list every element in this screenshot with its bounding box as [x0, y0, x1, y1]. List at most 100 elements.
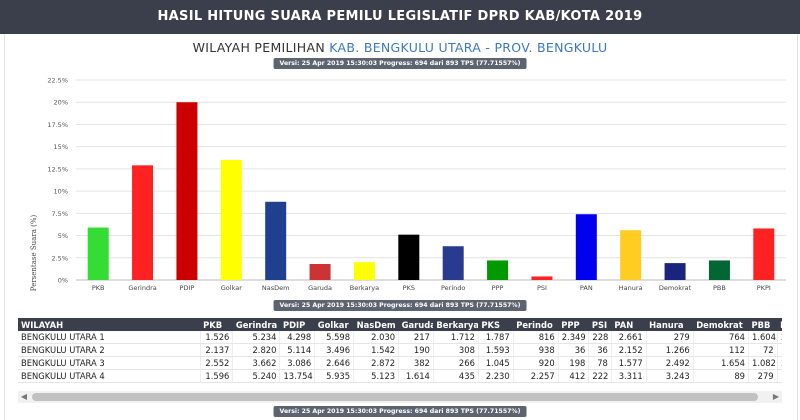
version-badge-top: Versi: 25 Apr 2019 15:30:03 Progress: 69… [273, 58, 527, 69]
bar-perindo [442, 246, 464, 280]
column-header-pan: PAN [611, 318, 647, 331]
table-cell-votes: 412 [557, 369, 589, 383]
table-cell-votes: 2.872 [353, 356, 399, 370]
results-table-container[interactable]: WILAYAH PKB Gerindra PDIP Golkar NasDem Garuda… [18, 318, 782, 386]
bar-pbb [708, 260, 730, 280]
column-header-garuda: Garuda [398, 318, 434, 331]
table-cell-votes: 72 [747, 343, 778, 357]
x-tick-label: Demokrat [659, 284, 692, 292]
bar-nasdem [265, 201, 287, 280]
table-cell-votes: 764 [692, 331, 749, 344]
table-cell-region: BENGKULU UTARA 4 [18, 369, 201, 383]
table-cell-votes: 5.234 [232, 331, 280, 344]
column-header-pks: PKS [478, 318, 514, 331]
column-header-pkb: PKB [200, 318, 233, 331]
column-header-pbb: PBB [748, 318, 778, 331]
table-cell-votes: 2.661 [610, 331, 647, 344]
page-title: HASIL HITUNG SUARA PEMILU LEGISLATIF DPR… [157, 9, 643, 24]
table-cell-votes: 279 [747, 369, 778, 383]
column-header-gerindra: Gerindra [232, 318, 280, 331]
table-cell-votes: 3.086 [279, 356, 315, 370]
table-header-row: WILAYAH PKB Gerindra PDIP Golkar NasDem Garuda… [18, 318, 782, 331]
chart-title-prefix: WILAYAH PEMILIHAN [192, 40, 325, 55]
table-cell-votes: 266 [432, 356, 479, 370]
table-cell-votes: 5.598 [314, 331, 354, 344]
x-tick-label: PSI [537, 284, 547, 292]
table-cell-votes: 308 [432, 343, 479, 357]
column-header-demokrat: Demokrat [693, 318, 749, 331]
table-cell-votes: 89 [692, 369, 749, 383]
table-cell-votes: 36 [557, 343, 589, 357]
table-cell-votes: 3.243 [645, 369, 694, 383]
table-row: BENGKULU UTARA 1 1.526 5.234 4.298 5.598 2.03… [18, 331, 782, 344]
table-cell-votes: 36 [588, 343, 612, 357]
table-cell-votes: 2.552 [199, 356, 233, 370]
table-cell-votes: 1.082 [747, 356, 778, 370]
y-tick-label: 12.5% [47, 165, 68, 173]
x-tick-label: Perindo [441, 284, 465, 292]
table-cell-votes: 3.496 [314, 343, 354, 357]
table-cell-votes: 816 [512, 331, 559, 344]
x-tick-label: PPP [492, 284, 504, 292]
scroll-left-icon[interactable]: ◀ [20, 392, 28, 401]
table-cell-votes: 4.298 [279, 331, 315, 344]
horizontal-scrollbar[interactable]: ◀ ▶ [18, 391, 782, 403]
table-cell-votes: 5.114 [279, 343, 315, 357]
table-cell-region: BENGKULU UTARA 3 [18, 356, 201, 370]
scroll-thumb[interactable] [32, 393, 758, 401]
table-cell-votes: 2.137 [199, 343, 233, 357]
table-cell-votes: 1.341 [776, 369, 782, 383]
bar-garuda [309, 264, 331, 280]
table-cell-votes: 2.820 [232, 343, 280, 357]
bar-golkar [220, 160, 242, 280]
column-header-pdip: PDIP [279, 318, 315, 331]
y-tick-label: 15% [54, 143, 68, 151]
table-cell-votes: 3.659 [776, 356, 782, 370]
table-cell-votes: 46 [776, 343, 782, 357]
bar-pan [575, 214, 597, 280]
column-header-pkpi: PKPI [777, 318, 782, 331]
table-cell-votes: 1.604 [747, 331, 778, 344]
bar-hanura [620, 230, 642, 280]
x-tick-label: PKPI [757, 284, 771, 292]
y-tick-label: 17.5% [47, 121, 68, 129]
y-tick-label: 5% [58, 232, 68, 240]
table-cell-votes: 1.712 [432, 331, 479, 344]
table-cell-votes: 1.654 [692, 356, 749, 370]
page-header: HASIL HITUNG SUARA PEMILU LEGISLATIF DPR… [0, 0, 800, 34]
y-tick-label: 2.5% [51, 254, 68, 262]
table-row: BENGKULU UTARA 3 2.552 3.662 3.086 2.646 2.87… [18, 356, 782, 370]
x-tick-label: Golkar [221, 284, 242, 292]
table-cell-votes: 1.614 [398, 369, 434, 383]
column-header-ppp: PPP [558, 318, 589, 331]
scroll-right-icon[interactable]: ▶ [772, 392, 780, 401]
x-tick-label: NasDem [262, 284, 290, 292]
bar-pkb [87, 227, 109, 280]
bar-pdip [176, 102, 198, 280]
x-tick-label: PAN [580, 284, 593, 292]
table-cell-votes: 2.704 [776, 331, 782, 344]
y-tick-label: 22.5% [47, 77, 68, 85]
x-tick-label: Gerindra [128, 284, 156, 292]
x-tick-label: PDIP [180, 284, 195, 292]
table-cell-votes: 198 [557, 356, 589, 370]
y-tick-label: 0% [58, 277, 68, 285]
table-cell-votes: 435 [432, 369, 479, 383]
table-row: BENGKULU UTARA 4 1.596 5.240 13.754 5.935 5.1… [18, 369, 782, 383]
table-cell-votes: 1.045 [477, 356, 514, 370]
results-table: WILAYAH PKB Gerindra PDIP Golkar NasDem Garuda… [18, 318, 782, 383]
x-tick-label: Hanura [619, 284, 643, 292]
table-cell-votes: 13.754 [279, 369, 315, 383]
table-cell-votes: 1.787 [477, 331, 514, 344]
y-axis-label: Persentase Suara (%) [30, 215, 38, 292]
x-tick-label: PBB [713, 284, 726, 292]
table-cell-votes: 2.646 [314, 356, 354, 370]
table-cell-votes: 217 [398, 331, 434, 344]
x-tick-label: PKS [403, 284, 415, 292]
bar-demokrat [664, 263, 686, 280]
y-tick-label: 20% [54, 99, 68, 107]
table-cell-votes: 190 [398, 343, 434, 357]
column-header-berkarya: Berkarya [433, 318, 479, 331]
table-cell-votes: 5.240 [232, 369, 280, 383]
bar-ppp [487, 260, 509, 280]
